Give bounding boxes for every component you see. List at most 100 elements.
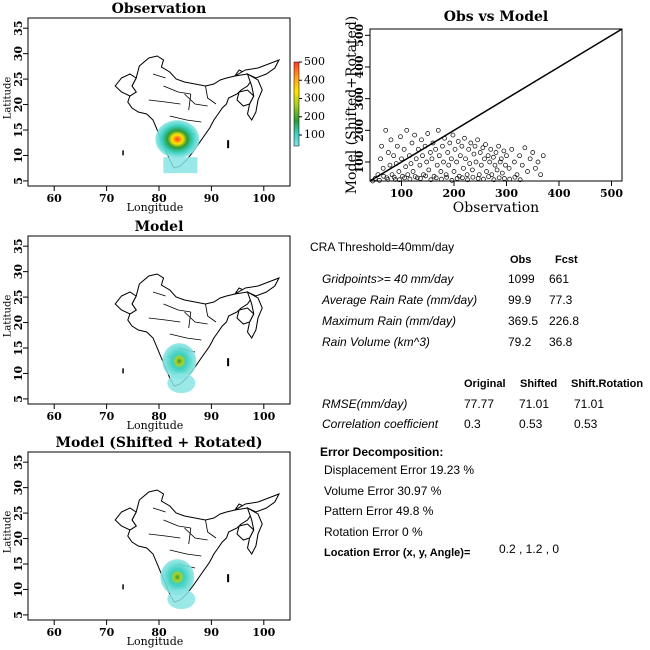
stat-row-shifted: 71.01 — [519, 397, 549, 411]
scatter-point — [486, 174, 491, 179]
scatter-point — [446, 162, 452, 168]
scatter-point — [403, 164, 409, 170]
x-tick-label: 300 — [495, 187, 518, 200]
rain-field — [160, 559, 195, 596]
stat-row-fcst: 226.8 — [549, 314, 579, 328]
rain-field-tail — [167, 589, 196, 610]
stat-row-obs: 1099 — [508, 272, 535, 286]
scatter-point — [435, 127, 441, 133]
scatter-point — [441, 159, 446, 165]
scatter-point — [429, 156, 435, 162]
stat-row-obs: 369.5 — [508, 314, 538, 328]
x-tick-label: 70 — [99, 410, 115, 423]
map-title: Observation — [112, 1, 207, 17]
scatter-point — [454, 159, 459, 165]
displacement-error: Displacement Error 19.23 % — [324, 463, 474, 477]
scatter-point — [444, 174, 449, 180]
scatter-point — [504, 153, 509, 159]
scatter-point — [503, 162, 508, 168]
islands — [227, 358, 230, 367]
scatter-point — [405, 172, 411, 178]
stat-row-original: 77.77 — [464, 397, 494, 411]
y-tick-label: 20 — [12, 315, 25, 331]
scatter-point — [449, 156, 454, 162]
scatter-point — [445, 150, 451, 155]
map-xlabel: Longitude — [127, 635, 184, 648]
scatter-point — [522, 145, 528, 151]
scatter-point — [497, 159, 503, 165]
x-tick-label: 80 — [151, 626, 167, 639]
x-tick-label: 90 — [204, 626, 220, 639]
scatter-point — [430, 140, 436, 146]
scatter-point — [439, 176, 444, 182]
stat-row-obs: 79.2 — [508, 335, 532, 349]
scatter-point — [484, 169, 489, 174]
scatter-point — [491, 154, 496, 160]
scatter-point — [428, 177, 434, 183]
stat-row-obs: 99.9 — [508, 293, 532, 307]
scatter-point — [370, 178, 375, 184]
scatter-point — [420, 153, 425, 159]
scatter-point — [461, 165, 466, 171]
scatter-point — [386, 150, 391, 155]
y-tick-label: 10 — [12, 581, 25, 597]
x-tick-label: 400 — [548, 187, 571, 200]
scatter-point — [471, 151, 477, 157]
scatter-point — [483, 142, 488, 147]
x-tick-label: 100 — [390, 187, 413, 200]
location-error-value: 0.2 , 1.2 , 0 — [499, 542, 559, 556]
scatter-point — [525, 169, 530, 174]
rain-field — [162, 343, 197, 380]
scatter-ylabel: Model (Shifted+Rotated) — [344, 16, 360, 195]
col-header-original: Original — [464, 378, 506, 390]
scatter-point — [464, 172, 470, 178]
scatter-point — [496, 175, 502, 181]
scatter-point — [470, 167, 475, 173]
scatter-point — [440, 143, 445, 149]
stat-row-fcst: 661 — [549, 272, 569, 286]
scatter-point — [408, 161, 414, 166]
scatter-point — [391, 153, 396, 159]
colorbar-tick-label: 300 — [304, 92, 325, 105]
scatter-point — [501, 148, 507, 154]
scatter-point — [424, 159, 430, 165]
x-tick-label: 100 — [252, 192, 275, 205]
y-tick-label: 20 — [12, 531, 25, 547]
scatter-point — [493, 150, 499, 155]
scatter-point — [498, 156, 504, 162]
scatter-point — [387, 162, 393, 168]
scatter-point — [470, 174, 476, 180]
y-tick-label: 35 — [12, 455, 25, 470]
y-tick-label: 10 — [12, 147, 25, 163]
x-tick-label: 80 — [151, 410, 167, 423]
y-tick-label: 5 — [12, 395, 25, 403]
scatter-point — [447, 140, 453, 146]
scatter-point — [477, 150, 483, 155]
scatter-point — [502, 176, 507, 181]
stat-row-fcst: 36.8 — [549, 335, 573, 349]
scatter-point — [433, 146, 438, 152]
scatter-point — [443, 172, 449, 178]
scatter-point — [413, 156, 419, 162]
x-tick-label: 80 — [151, 192, 167, 205]
scatter-point — [472, 143, 478, 149]
map-xlabel: Longitude — [127, 201, 184, 214]
scatter-point — [451, 169, 457, 174]
scatter-point — [465, 177, 470, 183]
scatter-point — [385, 177, 391, 182]
map-ylabel: Latitude — [3, 295, 14, 338]
stat-row-label: Maximum Rain (mm/day) — [322, 314, 456, 328]
scatter-point — [410, 169, 416, 174]
scatter-point — [527, 156, 533, 162]
stat-row-label: Gridpoints>= 40 mm/day — [322, 272, 454, 286]
stat-row-label: Correlation coefficient — [322, 417, 439, 431]
scatter-point — [482, 156, 487, 162]
rain-field-tail — [163, 157, 198, 174]
scatter-point — [452, 146, 458, 152]
reference-line — [369, 28, 623, 182]
y-tick-label: 5 — [12, 177, 25, 185]
map-xlabel: Longitude — [127, 419, 184, 432]
scatter-point — [499, 170, 505, 176]
scatter-point — [419, 137, 424, 143]
scatter-point — [418, 176, 423, 181]
